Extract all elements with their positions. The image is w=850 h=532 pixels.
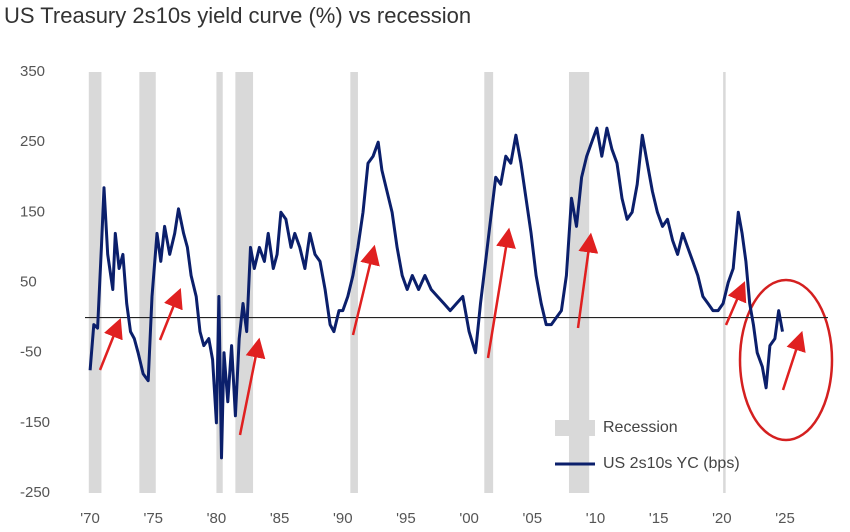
x-tick-label: '00 xyxy=(459,510,479,527)
annotation-arrow xyxy=(576,232,599,329)
highlight-ellipse xyxy=(738,278,834,442)
recession-band xyxy=(88,72,102,493)
x-tick-label: '15 xyxy=(649,510,669,527)
y-tick-label: 250 xyxy=(20,133,45,150)
recession-band xyxy=(139,72,156,493)
x-tick-label: '05 xyxy=(523,510,543,527)
recession-band xyxy=(484,72,494,493)
x-tick-label: '70 xyxy=(80,510,100,527)
annotation-arrow xyxy=(351,244,380,336)
recession-band xyxy=(350,72,358,493)
x-tick-label: '75 xyxy=(143,510,163,527)
x-tick-label: '80 xyxy=(207,510,227,527)
y-tick-label: 350 xyxy=(20,63,45,80)
annotation-arrow xyxy=(724,281,747,326)
legend-label: US 2s10s YC (bps) xyxy=(603,455,740,472)
x-tick-label: '90 xyxy=(333,510,353,527)
legend-label: Recession xyxy=(603,419,678,436)
x-tick-label: '85 xyxy=(270,510,290,527)
y-tick-label: 150 xyxy=(20,203,45,220)
x-tick-label: '10 xyxy=(586,510,606,527)
annotation-arrow xyxy=(98,318,123,371)
y-tick-label: -250 xyxy=(20,484,50,501)
y-tick-label: -50 xyxy=(20,344,42,361)
recession-band xyxy=(723,72,726,493)
annotation-arrow xyxy=(486,227,516,359)
series-line xyxy=(88,126,784,460)
recession-band xyxy=(568,72,590,493)
recession-band xyxy=(216,72,223,493)
y-tick-label: 50 xyxy=(20,273,37,290)
x-tick-label: '95 xyxy=(396,510,416,527)
chart-title: US Treasury 2s10s yield curve (%) vs rec… xyxy=(4,3,471,28)
annotation-arrow xyxy=(781,330,806,391)
plot-area xyxy=(85,72,828,493)
annotation-arrow xyxy=(158,288,183,341)
y-tick-label: -150 xyxy=(20,414,50,431)
annotation-arrow xyxy=(238,337,266,436)
legend-swatch xyxy=(555,420,595,436)
x-tick-label: '25 xyxy=(775,510,795,527)
x-tick-label: '20 xyxy=(712,510,732,527)
